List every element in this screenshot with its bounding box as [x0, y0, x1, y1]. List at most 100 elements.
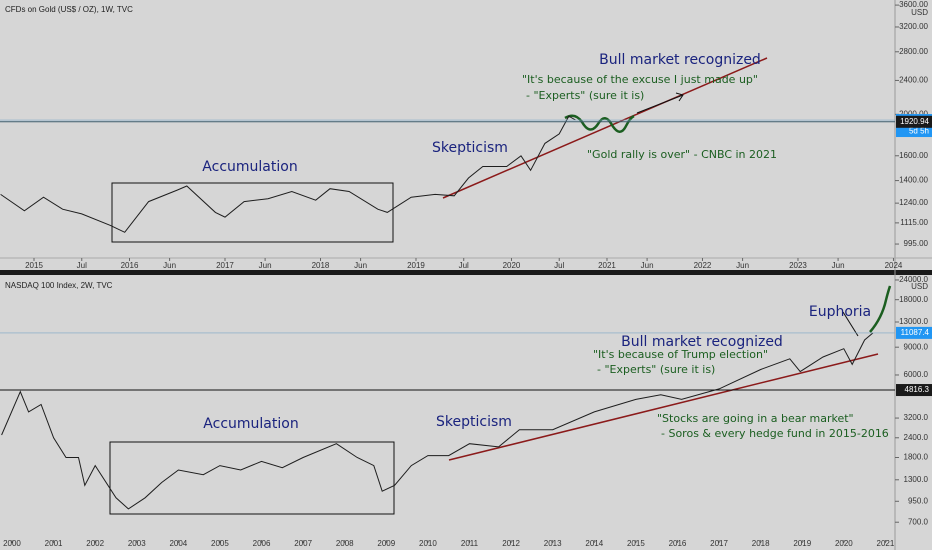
y-tick-label: 1800.0	[904, 453, 929, 462]
chart-title: NASDAQ 100 Index, 2W, TVC	[5, 281, 113, 290]
annotation: Accumulation	[202, 159, 297, 175]
arrow	[636, 92, 684, 114]
countdown-bg	[896, 126, 932, 138]
range-box	[111, 182, 394, 243]
price-label: 11087.4	[901, 328, 930, 337]
y-tick-label: 3200.00	[899, 22, 928, 31]
x-tick-label: Jul	[77, 261, 87, 270]
annotation: Skepticism	[432, 140, 508, 156]
annotation: "It's because of the excuse I just made …	[522, 73, 758, 86]
x-tick-label: 2009	[377, 539, 395, 548]
y-tick-label: 3200.0	[904, 413, 929, 422]
annotation: - "Experts" (sure it is)	[526, 89, 644, 102]
x-tick-label: Jun	[736, 261, 749, 270]
annotation: Euphoria	[809, 304, 871, 320]
x-tick-label: Jun	[832, 261, 845, 270]
x-tick-label: 2016	[669, 539, 687, 548]
x-tick-label: 2021	[877, 539, 895, 548]
x-tick-label: 2016	[121, 261, 139, 270]
chart-title: CFDs on Gold (US$ / OZ), 1W, TVC	[5, 5, 133, 14]
y-tick-label: 2800.00	[899, 47, 928, 56]
x-tick-label: 2003	[128, 539, 146, 548]
y-tick-label: 1300.0	[904, 475, 929, 484]
x-tick-label: 2018	[752, 539, 770, 548]
x-tick-label: 2015	[25, 261, 43, 270]
x-tick-label: 2007	[294, 539, 312, 548]
y-tick-label: 700.0	[908, 517, 929, 526]
price-label: 1920.94	[900, 117, 929, 126]
x-tick-label: 2001	[45, 539, 63, 548]
projection-curve	[869, 285, 892, 333]
y-tick-label: 1400.00	[899, 176, 928, 185]
x-tick-label: 2024	[885, 261, 903, 270]
y-tick-label: 2400.00	[899, 76, 928, 85]
price-label-bg	[896, 384, 932, 397]
x-tick-label: Jun	[259, 261, 272, 270]
y-tick-label: 9000.0	[904, 342, 929, 351]
y-tick-label: 24000.0	[899, 275, 928, 284]
x-tick-label: 2017	[710, 539, 728, 548]
x-tick-label: 2018	[312, 261, 330, 270]
price-label: 4816.3	[905, 385, 930, 394]
x-tick-label: 2015	[627, 539, 645, 548]
annotation: "It's because of Trump election"	[593, 348, 768, 361]
annotation: "Stocks are going in a bear market"	[657, 412, 854, 425]
unit: USD	[911, 8, 928, 17]
price-label-bg	[896, 326, 932, 339]
x-tick-label: 2023	[789, 261, 807, 270]
x-tick-label: 2005	[211, 539, 229, 548]
x-tick-label: 2000	[3, 539, 21, 548]
x-tick-label: Jul	[554, 261, 564, 270]
range-box	[109, 441, 395, 515]
x-tick-label: 2012	[502, 539, 520, 548]
price-line	[0, 115, 576, 233]
projection-curve	[564, 114, 635, 133]
x-tick-label: 2021	[598, 261, 616, 270]
x-tick-label: 2010	[419, 539, 437, 548]
y-tick-label: 6000.0	[904, 370, 929, 379]
annotation: Accumulation	[203, 416, 298, 432]
pane-divider	[0, 270, 932, 275]
x-tick-label: 2019	[407, 261, 425, 270]
x-tick-label: Jun	[641, 261, 654, 270]
price-line	[1, 332, 874, 510]
trend-line	[448, 353, 879, 461]
x-tick-label: 2022	[694, 261, 712, 270]
x-tick-label: Jun	[163, 261, 176, 270]
unit: USD	[911, 282, 928, 291]
y-tick-label: 950.0	[908, 496, 929, 505]
y-tick-label: 1240.00	[899, 198, 928, 207]
annotation: Skepticism	[436, 414, 512, 430]
y-tick-label: 2400.0	[904, 433, 929, 442]
price-label-bg	[896, 115, 932, 128]
y-tick-label: 2000.00	[899, 109, 928, 118]
x-tick-label: 2002	[86, 539, 104, 548]
trend-line	[442, 57, 768, 199]
x-tick-label: 2017	[216, 261, 234, 270]
countdown: 5d 5h	[909, 127, 929, 136]
y-tick-label: 1115.00	[900, 218, 928, 227]
annotation: Bull market recognized	[599, 52, 761, 68]
annotation: "Gold rally is over" - CNBC in 2021	[587, 148, 777, 161]
x-tick-label: 2019	[793, 539, 811, 548]
x-tick-label: 2008	[336, 539, 354, 548]
x-tick-label: 2004	[169, 539, 187, 548]
x-tick-label: 2011	[461, 539, 479, 548]
y-tick-label: 13000.0	[899, 317, 928, 326]
x-tick-label: 2006	[253, 539, 271, 548]
annotation: - Soros & every hedge fund in 2015-2016	[661, 427, 889, 440]
y-tick-label: 995.00	[904, 239, 929, 248]
x-tick-label: 2014	[585, 539, 603, 548]
arrow	[842, 311, 859, 337]
x-tick-label: 2020	[503, 261, 521, 270]
x-tick-label: Jul	[459, 261, 469, 270]
x-tick-label: Jun	[354, 261, 367, 270]
y-tick-label: 1600.00	[899, 151, 928, 160]
y-tick-label: 18000.0	[899, 295, 928, 304]
x-tick-label: 2013	[544, 539, 562, 548]
x-tick-label: 2020	[835, 539, 853, 548]
y-tick-label: 3600.00	[899, 0, 928, 9]
annotation: - "Experts" (sure it is)	[597, 363, 715, 376]
annotation: Bull market recognized	[621, 334, 783, 350]
